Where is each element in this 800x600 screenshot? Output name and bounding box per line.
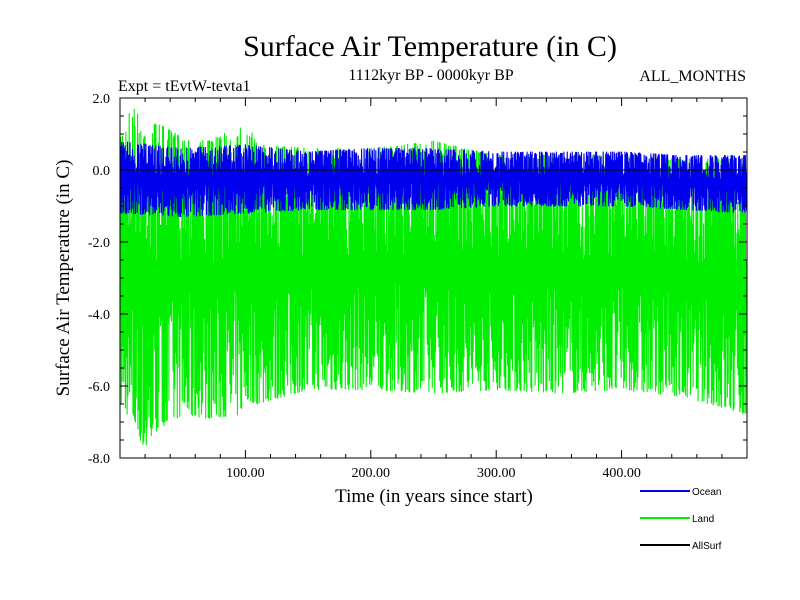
plot-series-group bbox=[120, 108, 747, 446]
y-axis-label: Surface Air Temperature (in C) bbox=[53, 160, 74, 397]
y-tick-label: -8.0 bbox=[88, 452, 110, 467]
x-axis-label: Time (in years since start) bbox=[335, 486, 533, 507]
x-tick-label: 400.00 bbox=[602, 466, 641, 481]
series-line-ocean bbox=[120, 141, 747, 218]
y-tick-label: -4.0 bbox=[88, 308, 110, 323]
x-tick-label: 100.00 bbox=[226, 466, 265, 481]
legend-label-allsurf: AllSurf bbox=[692, 541, 722, 552]
months-label: ALL_MONTHS bbox=[639, 68, 746, 85]
y-tick-label: -2.0 bbox=[88, 236, 110, 251]
axes-group: 100.00 200.00 300.00 400.00 -8.0 -6.0 -4.0 -2.0… bbox=[88, 92, 747, 481]
legend-label-ocean: Ocean bbox=[692, 487, 721, 498]
legend-label-land: Land bbox=[692, 514, 714, 525]
x-tick-label: 300.00 bbox=[477, 466, 516, 481]
experiment-label: Expt = tEvtW-tevta1 bbox=[118, 78, 251, 95]
y-tick-label: -6.0 bbox=[88, 380, 110, 395]
y-tick-label: 0.0 bbox=[93, 164, 111, 179]
y-tick-label: 2.0 bbox=[93, 92, 111, 107]
time-range-label: 1112kyr BP - 0000kyr BP bbox=[348, 67, 513, 84]
legend: Ocean Land AllSurf bbox=[640, 487, 722, 552]
chart-title: Surface Air Temperature (in C) bbox=[243, 30, 617, 63]
x-tick-label: 200.00 bbox=[352, 466, 391, 481]
